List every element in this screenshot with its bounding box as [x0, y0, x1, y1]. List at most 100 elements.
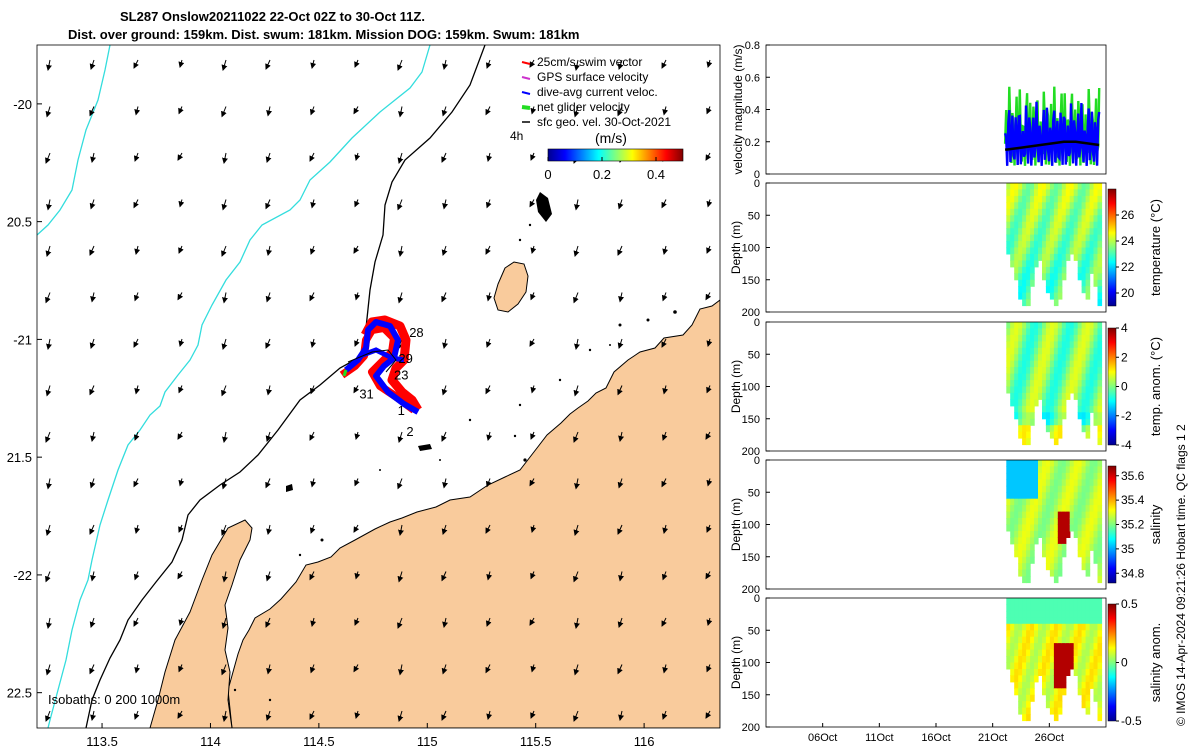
temp_anom-cell: [1057, 322, 1063, 329]
salinity-cell: [1089, 460, 1095, 467]
salinity-cell: [1022, 518, 1027, 525]
temp_anom-cell: [1022, 334, 1027, 342]
vector-arrow: [310, 617, 317, 627]
vector-arrow: [706, 385, 712, 394]
temperature-cell: [1010, 234, 1015, 242]
vector-arrow: [530, 571, 536, 580]
vector-arrow: [661, 292, 668, 302]
salinity-cell: [1053, 556, 1059, 564]
salinity_anom-cell: [1030, 623, 1035, 631]
salinity_anom-cell: [1006, 643, 1011, 651]
temp_anom-cell: [1014, 328, 1019, 336]
temp_anom-cell: [1065, 328, 1071, 336]
salinity_anom-cell: [1089, 675, 1095, 683]
salinity_anom-cell: [1022, 623, 1027, 631]
temperature-cell: [1030, 221, 1035, 229]
temp_anom-cell: [1057, 399, 1063, 407]
salinity-cell: [1042, 498, 1047, 506]
vector-arrow: [529, 199, 536, 208]
salinity-cell: [1010, 492, 1015, 500]
temp_anom-cell: [1077, 341, 1083, 349]
temperature-cell: [1026, 253, 1031, 261]
salinity-cell: [1093, 550, 1099, 558]
salinity-cell: [1065, 531, 1071, 538]
temperature-cell: [1073, 228, 1079, 236]
temp_anom-cell: [1053, 380, 1059, 388]
salinity-cell: [1061, 466, 1067, 474]
salinity_anom-cell: [1049, 675, 1055, 683]
temperature-cell: [1053, 292, 1059, 300]
vector-arrow: [485, 524, 491, 534]
salinity_anom-cell: [1057, 643, 1063, 651]
temperature-cell: [1045, 234, 1051, 242]
temperature-cell: [1042, 234, 1047, 242]
salinity_anom-cell: [1026, 617, 1031, 625]
salinity-cell: [1006, 466, 1011, 474]
temperature-cell: [1042, 241, 1047, 249]
salinity-cell: [1065, 511, 1071, 519]
salinity_anom-cell: [1069, 604, 1075, 612]
vector-arrow: [573, 245, 580, 257]
salinity-cell: [1053, 472, 1059, 480]
temperature-cell: [1049, 241, 1055, 249]
temperature-cell: [1045, 195, 1051, 203]
temp_anom-cell: [1045, 367, 1051, 375]
isobath-1000m: [47, 45, 431, 728]
temp_anom-cell: [1081, 399, 1087, 407]
salinity_anom-cell: [1006, 617, 1011, 625]
temperature-cell: [1093, 253, 1099, 261]
temperature-cell: [1057, 208, 1063, 216]
temperature-cell: [1022, 253, 1027, 261]
temperature-cell: [1085, 208, 1091, 216]
salinity-cell: [1069, 472, 1075, 480]
temperature-cell: [1006, 202, 1011, 210]
temp_anom-cell: [1022, 392, 1027, 400]
temperature-cell: [1022, 183, 1027, 190]
temperature-cell: [1034, 228, 1039, 236]
vector-arrow: [90, 710, 97, 721]
temp_anom-cell: [1085, 392, 1091, 400]
temp_anom-cell: [1065, 386, 1071, 394]
temperature-ylabel: Depth (m): [729, 221, 743, 274]
vector-arrow: [354, 59, 360, 68]
vector-arrow: [178, 478, 185, 487]
vector-arrow: [530, 245, 537, 254]
temperature-cell: [1042, 247, 1047, 255]
salinity_anom-cell: [1085, 707, 1091, 715]
salinity_anom-cell: [1065, 598, 1071, 605]
salinity-cell: [1077, 479, 1083, 487]
vector-arrow: [617, 106, 623, 117]
temp_anom-ylabel: Depth (m): [729, 360, 743, 413]
salinity_anom-cell: [1061, 669, 1067, 676]
salinity-cell: [1022, 460, 1027, 467]
temperature-cell: [1042, 195, 1047, 203]
temperature-cell: [1093, 189, 1099, 197]
temperature-cell: [1073, 202, 1079, 210]
salinity_anom-cell: [1042, 610, 1047, 618]
temp_anom-cell: [1061, 322, 1067, 329]
track-label: 1: [398, 403, 405, 418]
vector-arrow: [441, 385, 448, 396]
vector-arrow: [354, 199, 360, 208]
salinity-cell: [1097, 556, 1103, 564]
temp_anom-cell: [1049, 347, 1055, 355]
vector-arrow: [617, 245, 623, 256]
temperature-cell: [1085, 221, 1091, 229]
salinity_anom-cell: [1026, 701, 1031, 709]
temperature-cell: [1018, 266, 1023, 274]
vector-arrow: [661, 338, 667, 348]
salinity-cell: [1030, 511, 1035, 519]
temp_anom-cell: [1085, 347, 1091, 355]
salinity_anom-cell: [1014, 681, 1019, 689]
salinity_anom-cell: [1057, 675, 1063, 683]
temperature-cell: [1006, 228, 1011, 236]
salinity_anom-cell: [1014, 604, 1019, 612]
vector-arrow: [265, 152, 272, 163]
vector-arrow: [618, 710, 625, 721]
temperature-cell: [1018, 202, 1023, 210]
temperature-cell: [1097, 228, 1103, 236]
temperature-cell: [1061, 247, 1067, 255]
salinity_anom-cell: [1085, 688, 1091, 696]
temp_anom-cell: [1034, 341, 1039, 349]
salinity-cell: [1089, 537, 1095, 545]
